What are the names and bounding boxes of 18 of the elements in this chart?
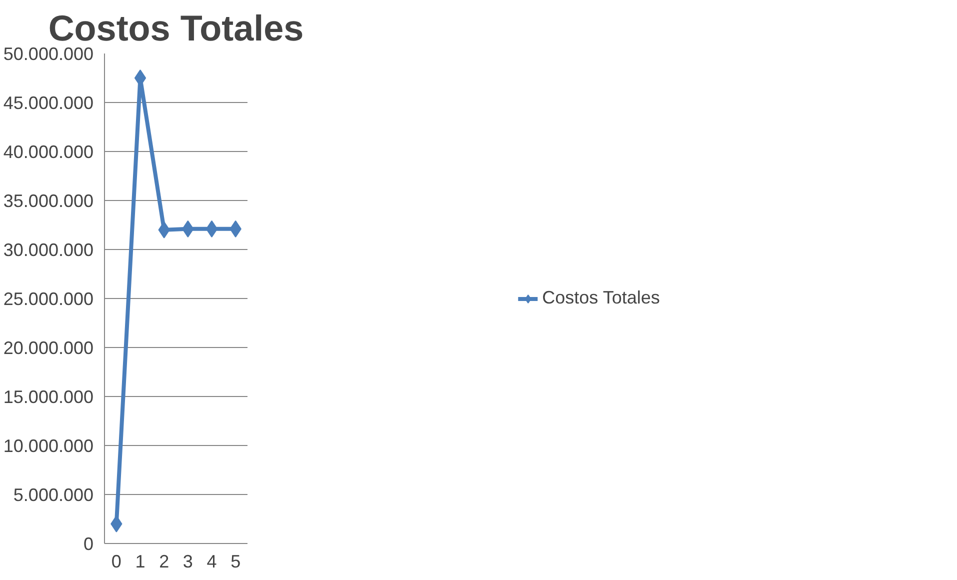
legend-label: Costos Totales	[542, 288, 660, 308]
x-tick-label: 1	[135, 552, 146, 572]
point	[206, 220, 218, 238]
y-tick-label: 5.000.000	[13, 485, 94, 505]
y-tick-label: 25.000.000	[3, 289, 94, 309]
y-tick-label: 20.000.000	[3, 338, 94, 358]
y-tick-label: 40.000.000	[3, 142, 94, 162]
y-tick-label: 15.000.000	[3, 387, 94, 407]
x-tick-label: 5	[230, 552, 241, 572]
y-tick-label: 35.000.000	[3, 191, 94, 211]
x-tick-label: 3	[182, 552, 193, 572]
x-tick-label: 2	[159, 552, 170, 572]
x-tick-label: 0	[111, 552, 122, 572]
y-tick-label: 0	[83, 534, 94, 554]
y-tick-label: 45.000.000	[3, 93, 94, 113]
y-tick-label: 10.000.000	[3, 436, 94, 456]
x-tick-label: 4	[206, 552, 217, 572]
y-tick-label: 30.000.000	[3, 240, 94, 260]
